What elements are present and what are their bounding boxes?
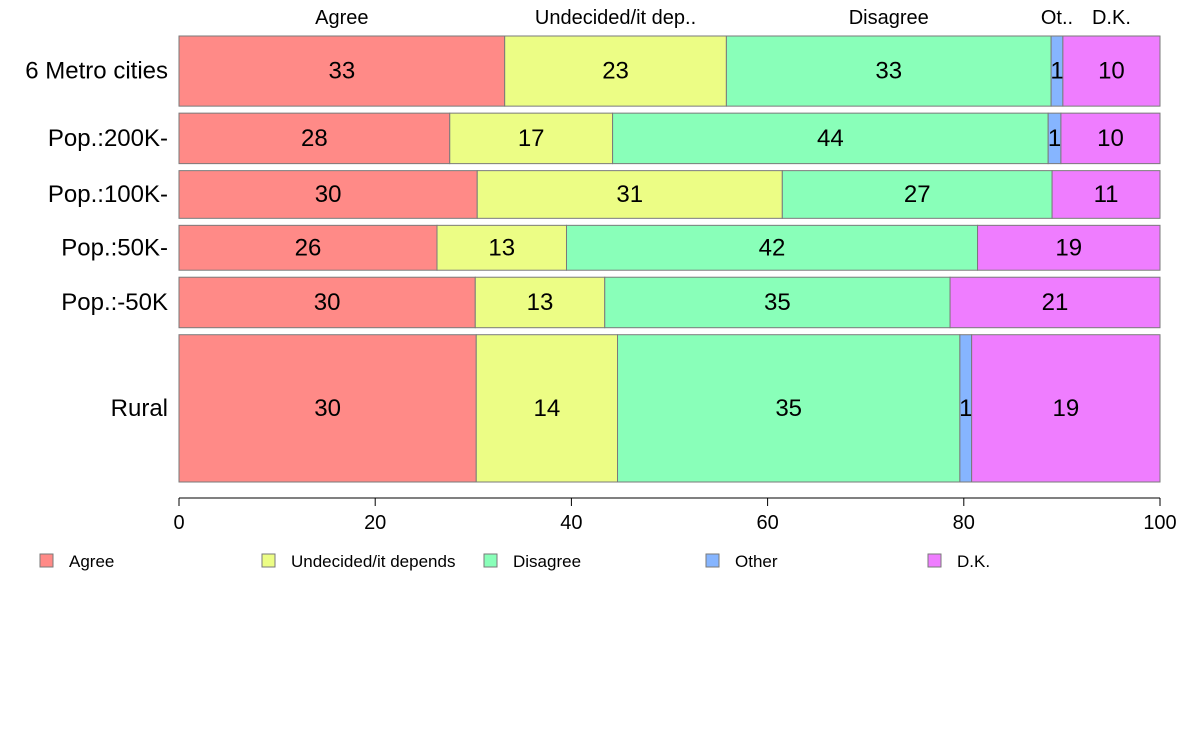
legend-swatch — [927, 553, 942, 568]
bar-segment — [1060, 112, 1161, 165]
bar-segment — [436, 224, 567, 271]
bar-segment — [971, 334, 1161, 483]
bar-segment — [565, 224, 979, 271]
column-label: D.K. — [1092, 7, 1131, 29]
data-label: 23 — [602, 58, 629, 85]
data-label: 30 — [315, 181, 342, 208]
legend-swatch — [39, 553, 54, 568]
data-label: 1 — [1050, 58, 1063, 85]
bar-segment — [949, 276, 1161, 329]
legend-label: Disagree — [513, 552, 581, 571]
x-tick-label: 80 — [953, 512, 975, 534]
data-label: 13 — [527, 289, 554, 316]
bar-segment — [178, 112, 451, 165]
data-label: 13 — [488, 234, 515, 261]
bar-segment — [612, 112, 1049, 165]
row-label: Pop.:50K- — [61, 234, 168, 261]
row-label: Rural — [111, 395, 168, 422]
data-label: 19 — [1052, 395, 1079, 422]
bar-segment — [504, 35, 727, 107]
data-label: 42 — [759, 234, 786, 261]
data-label: 31 — [616, 181, 643, 208]
legend-swatch — [483, 553, 498, 568]
data-label: 28 — [301, 125, 328, 152]
row-label: Pop.:200K- — [48, 125, 168, 152]
row-label: 6 Metro cities — [25, 58, 168, 85]
x-tick-label: 60 — [756, 512, 778, 534]
data-label: 33 — [875, 58, 902, 85]
bar-segment — [1062, 35, 1161, 107]
data-label: 14 — [534, 395, 561, 422]
data-label: 1 — [1048, 125, 1061, 152]
legend-swatch — [261, 553, 276, 568]
legend-label: Agree — [69, 552, 114, 571]
data-label: 21 — [1042, 289, 1069, 316]
bar-segment — [781, 170, 1053, 219]
bar-segment — [977, 224, 1161, 271]
column-label: Agree — [315, 7, 368, 29]
x-tick-label: 100 — [1143, 512, 1176, 534]
data-label: 30 — [314, 289, 341, 316]
data-label: 33 — [328, 58, 355, 85]
data-label: 26 — [295, 234, 322, 261]
row-labels: 6 Metro cities Pop.:200K- Pop.:100K- Pop.:5… — [25, 58, 168, 422]
data-label: 19 — [1055, 234, 1082, 261]
data-label: 10 — [1097, 125, 1124, 152]
legend: Agree Undecided/it depends Disagree Other D.… — [39, 552, 990, 571]
data-label: 35 — [775, 395, 802, 422]
column-label: Disagree — [849, 7, 929, 29]
data-label: 44 — [817, 125, 844, 152]
x-axis: 0 20 40 60 80 100 — [173, 497, 1177, 534]
bar-segment — [178, 276, 476, 329]
bar-segment — [725, 35, 1052, 107]
x-tick-label: 0 — [173, 512, 184, 534]
bar-segment — [604, 276, 951, 329]
row-label: Pop.:100K- — [48, 181, 168, 208]
data-label: 35 — [764, 289, 791, 316]
legend-label: D.K. — [957, 552, 990, 571]
bar-segment — [476, 170, 783, 219]
legend-label: Other — [735, 552, 778, 571]
bar-segment — [178, 35, 506, 107]
data-label: 27 — [904, 181, 931, 208]
column-label: Ot.. — [1041, 7, 1073, 29]
column-label: Undecided/it dep.. — [535, 7, 696, 29]
bar-segment — [449, 112, 614, 165]
data-label: 10 — [1098, 58, 1125, 85]
data-label: 11 — [1094, 181, 1119, 208]
bar-segment — [475, 334, 619, 483]
x-tick-label: 40 — [560, 512, 582, 534]
bar-segment — [474, 276, 606, 329]
bar-segment — [617, 334, 961, 483]
data-label: 17 — [518, 125, 545, 152]
legend-swatch — [705, 553, 720, 568]
legend-label: Undecided/it depends — [291, 552, 455, 571]
column-labels: Agree Undecided/it dep.. Disagree Ot.. D.K. — [315, 7, 1131, 29]
data-label: 1 — [959, 395, 972, 422]
x-tick-label: 20 — [364, 512, 386, 534]
bars: 33 23 33 1 10 28 17 44 1 10 30 31 27 11 26 13 42 19 30 13 35… — [178, 35, 1161, 483]
bar-segment — [1051, 170, 1161, 219]
bar-segment — [178, 170, 478, 219]
data-label: 30 — [314, 395, 341, 422]
row-label: Pop.:-50K — [61, 289, 168, 316]
